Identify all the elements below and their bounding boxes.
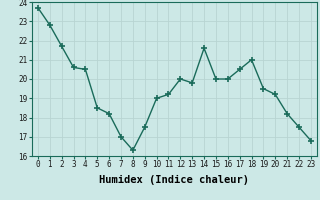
X-axis label: Humidex (Indice chaleur): Humidex (Indice chaleur) (100, 175, 249, 185)
